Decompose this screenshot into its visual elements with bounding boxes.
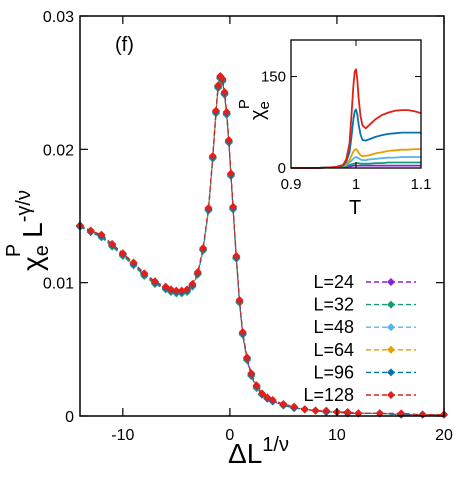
data-point [226, 169, 235, 178]
data-point [161, 282, 170, 291]
inset-background [291, 40, 421, 168]
series-L=128 [76, 72, 448, 419]
data-point [108, 240, 117, 248]
inset-y-axis-label-sup: P [236, 99, 253, 109]
x-tick-label: -10 [111, 427, 134, 444]
y-axis-label-main: χ [17, 256, 48, 271]
inset-x-tick-label: 0.9 [281, 176, 302, 193]
y-axis-label: χePL-γ/ν [3, 190, 53, 271]
legend-swatch-marker [387, 391, 395, 399]
legend-label: L=32 [313, 295, 354, 315]
y-tick-label: 0 [65, 409, 74, 426]
inset-y-tick-label: 150 [261, 69, 286, 86]
data-point [208, 152, 217, 160]
y-tick-label: 0.02 [43, 142, 74, 159]
inset-series-layer [291, 68, 422, 169]
data-point [258, 389, 266, 398]
data-point [300, 405, 309, 414]
data-point [177, 286, 186, 295]
data-point [311, 406, 320, 415]
data-point [140, 269, 149, 278]
main-plot-frame [79, 15, 445, 417]
y-axis-label-tail: L [17, 222, 48, 238]
y-axis-label-sub: e [31, 245, 53, 256]
inset-y-axis-label-main: χ [247, 109, 269, 120]
x-axis-label-sup: 1/ν [262, 434, 289, 456]
legend-swatch-marker [387, 345, 395, 354]
data-point [418, 410, 427, 419]
inset-y-axis-label-sub: e [256, 101, 273, 109]
data-point [235, 296, 244, 304]
inset-x-tick-label: 1.1 [411, 176, 432, 193]
data-point [86, 226, 95, 235]
data-point [263, 393, 272, 402]
legend-label: L=128 [303, 385, 354, 405]
data-point [252, 381, 261, 390]
data-point [183, 285, 192, 294]
data-point [220, 88, 229, 96]
inset-panel: 0.9 1 1.1 0 150 T χeP [236, 39, 431, 219]
data-point [129, 258, 138, 267]
data-point [211, 106, 220, 115]
legend-label: L=48 [313, 317, 354, 337]
data-point [322, 406, 331, 415]
data-point [290, 402, 299, 411]
y-tick-label: 0.01 [43, 276, 74, 293]
data-point [218, 74, 227, 83]
legend-swatch-marker [387, 323, 395, 332]
main-series-layer [76, 72, 448, 419]
x-tick-label: 10 [328, 427, 346, 444]
x-axis-label-main: ΔL [228, 438, 262, 469]
inset-x-tick-label: 1 [352, 176, 360, 193]
panel-label: (f) [115, 34, 134, 56]
legend-label: L=96 [313, 362, 354, 382]
inset-y-tick-label: 0 [278, 160, 286, 177]
data-point [188, 280, 197, 288]
data-point [243, 353, 252, 362]
legend-swatch-marker [387, 300, 395, 309]
y-tick-label: 0.03 [43, 9, 74, 26]
data-point [343, 408, 352, 416]
data-point [193, 268, 202, 276]
legend-label: L=64 [313, 340, 354, 360]
data-point [214, 81, 223, 90]
data-point [150, 277, 159, 286]
data-point [204, 204, 213, 212]
legend-swatch-marker [387, 278, 395, 286]
data-point [229, 202, 238, 211]
inset-x-axis-label: T [349, 197, 361, 219]
data-point [167, 285, 175, 294]
data-point [199, 244, 208, 252]
data-point [222, 108, 231, 116]
data-point [238, 328, 247, 336]
legend: L=24 L=32L=48 L=64L=96 L=128 [303, 272, 416, 405]
inset-ticks-layer: 0.9 1 1.1 0 150 [261, 40, 431, 193]
data-point [97, 230, 106, 239]
inset-y-axis-label: χeP [236, 99, 273, 120]
data-point [224, 136, 233, 144]
data-point [232, 252, 241, 260]
data-point [247, 369, 256, 378]
legend-label: L=24 [313, 272, 354, 292]
x-axis-label: ΔL1/ν [228, 434, 289, 469]
data-point [279, 400, 288, 408]
y-axis-label-tail-sup: -γ/ν [13, 190, 35, 222]
x-tick-label: 0 [225, 427, 234, 444]
data-point [268, 396, 277, 404]
legend-swatch-marker [387, 368, 395, 377]
y-axis-label-sup: P [3, 244, 25, 257]
data-point [118, 249, 127, 258]
inset-series-L=128 [291, 68, 422, 169]
data-point [172, 286, 181, 295]
x-tick-label: 20 [435, 427, 453, 444]
